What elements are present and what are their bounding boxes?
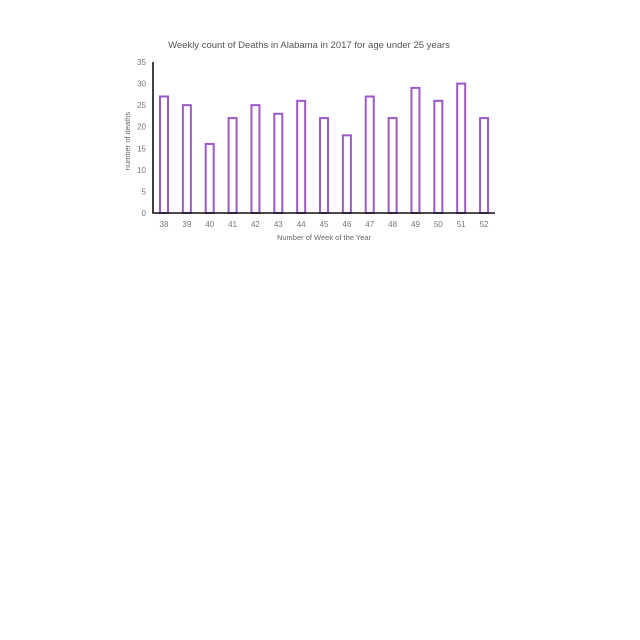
bar-week-51 — [456, 82, 467, 214]
bar-week-46 — [341, 134, 352, 214]
y-tick-label: 15 — [137, 144, 146, 153]
x-tick-label: 44 — [297, 220, 306, 229]
bar-week-38 — [159, 95, 169, 214]
bar-week-40 — [204, 142, 215, 215]
x-tick-label: 39 — [182, 220, 191, 229]
bar-week-49 — [410, 86, 421, 214]
x-tick-label: 41 — [228, 220, 237, 229]
bar-week-52 — [479, 117, 490, 214]
bar-week-47 — [364, 95, 375, 214]
x-tick-label: 42 — [251, 220, 260, 229]
bar-week-44 — [296, 99, 307, 214]
y-tick-label: 5 — [142, 187, 147, 196]
y-tick-label: 25 — [137, 101, 146, 110]
bar-week-48 — [387, 117, 398, 214]
y-tick-label: 20 — [137, 123, 146, 132]
x-tick-label: 52 — [480, 220, 489, 229]
x-tick-label: 43 — [274, 220, 283, 229]
y-tick-label: 35 — [137, 58, 146, 67]
x-tick-label: 38 — [160, 220, 169, 229]
y-tick-label: 10 — [137, 166, 146, 175]
bar-week-39 — [181, 104, 192, 214]
x-tick-label: 45 — [320, 220, 329, 229]
x-tick-label: 50 — [434, 220, 443, 229]
bar-week-43 — [273, 112, 284, 214]
x-tick-label: 46 — [342, 220, 351, 229]
bar-week-50 — [433, 99, 444, 214]
bar-week-41 — [227, 117, 238, 214]
x-tick-label: 47 — [365, 220, 374, 229]
x-tick-label: 48 — [388, 220, 397, 229]
x-axis-ticks: 38 39 40 41 42 43 44 45 46 47 48 49 50 51 52 — [160, 220, 489, 229]
x-axis-label: Number of Week of the Year — [277, 233, 372, 242]
x-tick-label: 49 — [411, 220, 420, 229]
bar-week-45 — [319, 117, 330, 214]
x-tick-label: 40 — [205, 220, 214, 229]
y-tick-label: 30 — [137, 80, 146, 89]
y-axis-ticks: 0 5 10 15 20 25 30 35 — [137, 58, 146, 218]
chart-title: Weekly count of Deaths in Alabama in 201… — [168, 40, 450, 51]
x-tick-label: 51 — [457, 220, 466, 229]
y-tick-label: 0 — [142, 209, 147, 218]
bar-week-42 — [250, 104, 261, 214]
bars — [159, 82, 490, 215]
y-axis-label: number of deaths — [123, 112, 132, 171]
